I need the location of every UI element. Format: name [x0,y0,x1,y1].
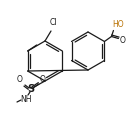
Text: O: O [17,76,23,85]
Text: HO: HO [113,20,124,29]
Text: Cl: Cl [49,18,57,27]
Text: O: O [40,76,46,85]
Text: S: S [27,84,35,94]
Text: O: O [120,36,125,45]
Text: NH: NH [20,95,32,105]
